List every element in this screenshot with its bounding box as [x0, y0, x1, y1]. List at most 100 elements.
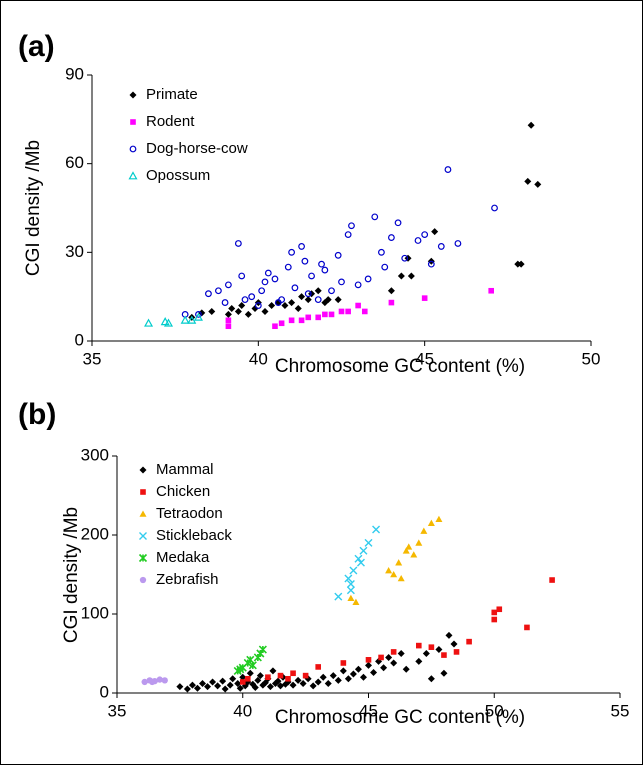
- point: [437, 243, 445, 250]
- point: [224, 310, 232, 318]
- point: [421, 295, 428, 301]
- point: [314, 678, 322, 686]
- point: [491, 204, 498, 212]
- point: [281, 302, 289, 310]
- legend-label: Tetraodon: [156, 505, 223, 522]
- point: [236, 684, 244, 692]
- point: [261, 278, 269, 286]
- point: [236, 665, 245, 674]
- point: [183, 685, 191, 693]
- legend-marker: [139, 510, 147, 517]
- point: [415, 657, 423, 665]
- point: [294, 304, 302, 312]
- point: [187, 315, 197, 324]
- point: [209, 678, 217, 686]
- y-tick-label: 0: [75, 330, 84, 349]
- point: [445, 631, 453, 639]
- legend-marker: [138, 553, 148, 563]
- point: [390, 649, 397, 655]
- point: [450, 640, 458, 648]
- point: [321, 266, 329, 274]
- x-tick-label: 35: [108, 701, 127, 720]
- point: [359, 673, 367, 681]
- point: [440, 669, 448, 677]
- point: [302, 672, 309, 679]
- point: [298, 243, 305, 250]
- point: [441, 652, 447, 658]
- point: [352, 598, 360, 605]
- point: [305, 314, 312, 321]
- point: [195, 311, 202, 318]
- x-tick-label: 40: [249, 349, 268, 368]
- point: [496, 606, 503, 613]
- point: [251, 683, 259, 691]
- point: [226, 681, 234, 689]
- legend-marker: [139, 466, 147, 474]
- point: [314, 287, 322, 295]
- point: [364, 538, 373, 547]
- legend-marker: [129, 145, 137, 153]
- legend-label: Medaka: [156, 549, 210, 566]
- x-axis-label: Chromosome GC content (%): [275, 707, 525, 728]
- point: [416, 642, 422, 649]
- point: [254, 302, 262, 309]
- x-tick-label: 45: [415, 349, 434, 368]
- point: [435, 646, 443, 654]
- legend-label: Primate: [146, 86, 198, 103]
- x-tick-label: 40: [233, 701, 252, 720]
- point: [224, 281, 232, 289]
- point: [348, 222, 355, 230]
- point: [390, 659, 398, 667]
- point: [264, 269, 272, 277]
- point: [454, 240, 462, 247]
- point: [238, 272, 246, 280]
- point: [405, 543, 413, 550]
- point: [431, 228, 439, 236]
- point: [248, 293, 256, 301]
- point: [163, 318, 174, 327]
- legend-marker: [128, 171, 138, 180]
- point: [397, 272, 405, 280]
- point: [414, 237, 422, 244]
- point: [319, 673, 327, 681]
- point: [261, 307, 269, 315]
- x-tick-label: 35: [83, 349, 102, 368]
- point: [315, 314, 322, 321]
- point: [356, 558, 365, 567]
- point: [355, 302, 361, 309]
- point: [534, 180, 542, 188]
- y-tick-label: 90: [65, 64, 84, 83]
- point: [161, 677, 168, 684]
- point: [397, 574, 405, 582]
- point: [246, 655, 255, 664]
- point: [225, 323, 232, 330]
- point: [381, 263, 389, 271]
- point: [395, 559, 403, 566]
- y-tick-label: 100: [81, 603, 109, 622]
- point: [354, 665, 362, 673]
- point: [328, 287, 335, 295]
- point: [288, 299, 296, 307]
- point: [427, 519, 435, 526]
- y-tick-label: 300: [81, 445, 109, 464]
- point: [385, 567, 393, 574]
- point: [388, 299, 395, 306]
- point: [387, 287, 395, 295]
- point: [324, 296, 332, 304]
- point: [349, 670, 357, 678]
- point: [284, 263, 292, 271]
- point: [176, 683, 184, 691]
- point: [268, 302, 276, 310]
- point: [315, 664, 321, 670]
- point: [394, 219, 402, 227]
- point: [421, 231, 429, 239]
- point: [380, 664, 388, 672]
- point: [385, 653, 393, 661]
- point: [390, 571, 398, 578]
- point: [428, 644, 435, 650]
- x-tick-label: 45: [359, 701, 378, 720]
- point: [466, 638, 472, 645]
- point: [277, 672, 284, 679]
- point: [339, 667, 347, 675]
- point: [156, 676, 163, 683]
